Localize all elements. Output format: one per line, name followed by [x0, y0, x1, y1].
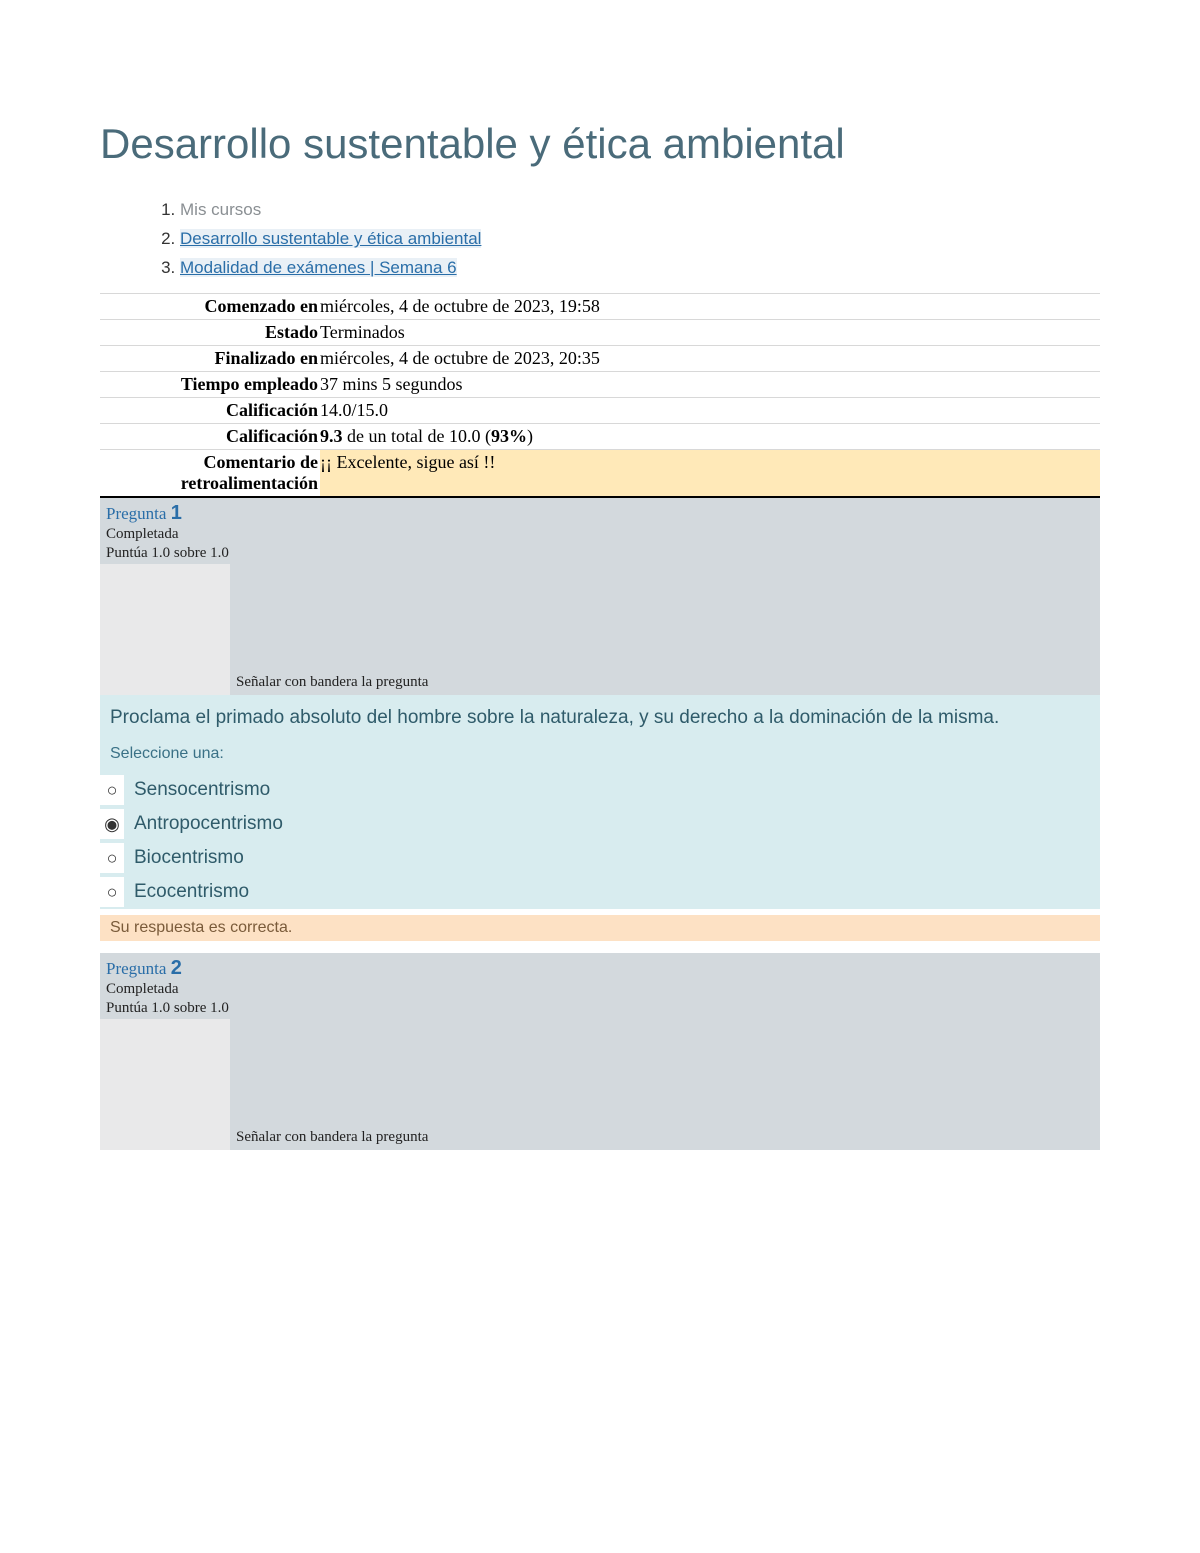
question-2-number: 2 [171, 957, 182, 979]
question-1-content: Proclama el primado absoluto del hombre … [100, 695, 1100, 773]
question-1-flag-area: Señalar con bandera la pregunta [100, 564, 1100, 695]
summary-row-grade-pct: Calificación 9.3 de un total de 10.0 (93… [100, 423, 1100, 449]
breadcrumb-my-courses[interactable]: Mis cursos [180, 200, 261, 219]
grade-raw-value: 14.0/15.0 [320, 397, 1100, 423]
question-2-title: Pregunta 2 [106, 957, 1094, 980]
radio-checked-icon: ◉ [104, 815, 120, 833]
question-1-number: 1 [171, 502, 182, 524]
question-1-option-b[interactable]: ◉ Antropocentrismo [100, 807, 1100, 841]
grade-raw-label: Calificación [100, 397, 320, 423]
breadcrumb-activity-link[interactable]: Modalidad de exámenes | Semana 6 [180, 258, 457, 277]
radio-unchecked-icon: ○ [107, 883, 118, 901]
question-2-flag-area: Señalar con bandera la pregunta [100, 1019, 1100, 1150]
question-1-prompt: Seleccione una: [110, 745, 1090, 763]
question-2-label: Pregunta [106, 959, 171, 978]
grade-pct-score: 9.3 [320, 426, 343, 446]
attempt-summary-table: Comenzado en miércoles, 4 de octubre de … [100, 293, 1100, 498]
breadcrumb-item-1: Mis cursos [180, 196, 1100, 225]
finished-label: Finalizado en [100, 345, 320, 371]
radio-unchecked-icon: ○ [107, 849, 118, 867]
started-label: Comenzado en [100, 293, 320, 319]
question-1-flag-link[interactable]: Señalar con bandera la pregunta [230, 564, 1100, 695]
question-1-header: Pregunta 1 Completada Puntúa 1.0 sobre 1… [100, 498, 1100, 564]
grade-pct-suffix: ) [527, 426, 533, 446]
question-1-title: Pregunta 1 [106, 502, 1094, 525]
summary-row-time: Tiempo empleado 37 mins 5 segundos [100, 371, 1100, 397]
question-1-text: Proclama el primado absoluto del hombre … [110, 705, 1090, 731]
grade-pct-value: 9.3 de un total de 10.0 (93%) [320, 423, 1100, 449]
grade-pct-mid: de un total de 10.0 ( [343, 426, 491, 446]
question-2-score: Puntúa 1.0 sobre 1.0 [106, 999, 1094, 1019]
summary-row-started: Comenzado en miércoles, 4 de octubre de … [100, 293, 1100, 319]
question-1-option-c[interactable]: ○ Biocentrismo [100, 841, 1100, 875]
question-1-label: Pregunta [106, 504, 171, 523]
time-value: 37 mins 5 segundos [320, 371, 1100, 397]
question-1-option-a[interactable]: ○ Sensocentrismo [100, 773, 1100, 807]
radio-unchecked-icon: ○ [107, 781, 118, 799]
finished-value: miércoles, 4 de octubre de 2023, 20:35 [320, 345, 1100, 371]
feedback-label: Comentario de retroalimentación [100, 449, 320, 497]
grade-pct-label: Calificación [100, 423, 320, 449]
question-1-option-a-label: Sensocentrismo [124, 775, 1100, 805]
summary-row-finished: Finalizado en miércoles, 4 de octubre de… [100, 345, 1100, 371]
breadcrumb-course-link[interactable]: Desarrollo sustentable y ética ambiental [180, 229, 481, 248]
summary-row-state: Estado Terminados [100, 319, 1100, 345]
time-label: Tiempo empleado [100, 371, 320, 397]
question-1-option-d[interactable]: ○ Ecocentrismo [100, 875, 1100, 909]
started-value: miércoles, 4 de octubre de 2023, 19:58 [320, 293, 1100, 319]
page-title: Desarrollo sustentable y ética ambiental [100, 120, 1100, 168]
feedback-value: ¡¡ Excelente, sigue así !! [320, 449, 1100, 497]
summary-row-feedback: Comentario de retroalimentación ¡¡ Excel… [100, 449, 1100, 497]
question-1-status: Completada [106, 525, 1094, 545]
question-1-left-pad [100, 564, 230, 695]
breadcrumb-item-2: Desarrollo sustentable y ética ambiental [180, 225, 1100, 254]
question-1-option-c-label: Biocentrismo [124, 843, 1100, 873]
question-2-status: Completada [106, 980, 1094, 1000]
question-2-flag-link[interactable]: Señalar con bandera la pregunta [230, 1019, 1100, 1150]
question-2-header: Pregunta 2 Completada Puntúa 1.0 sobre 1… [100, 953, 1100, 1019]
breadcrumb-item-3: Modalidad de exámenes | Semana 6 [180, 254, 1100, 283]
breadcrumb: Mis cursos Desarrollo sustentable y étic… [100, 196, 1100, 283]
state-label: Estado [100, 319, 320, 345]
question-2-left-pad [100, 1019, 230, 1150]
question-1-feedback: Su respuesta es correcta. [100, 915, 1100, 941]
question-1-option-d-label: Ecocentrismo [124, 877, 1100, 907]
question-1-score: Puntúa 1.0 sobre 1.0 [106, 544, 1094, 564]
grade-pct-percent: 93% [491, 426, 527, 446]
state-value: Terminados [320, 319, 1100, 345]
summary-row-grade-raw: Calificación 14.0/15.0 [100, 397, 1100, 423]
question-1-option-b-label: Antropocentrismo [124, 809, 1100, 839]
